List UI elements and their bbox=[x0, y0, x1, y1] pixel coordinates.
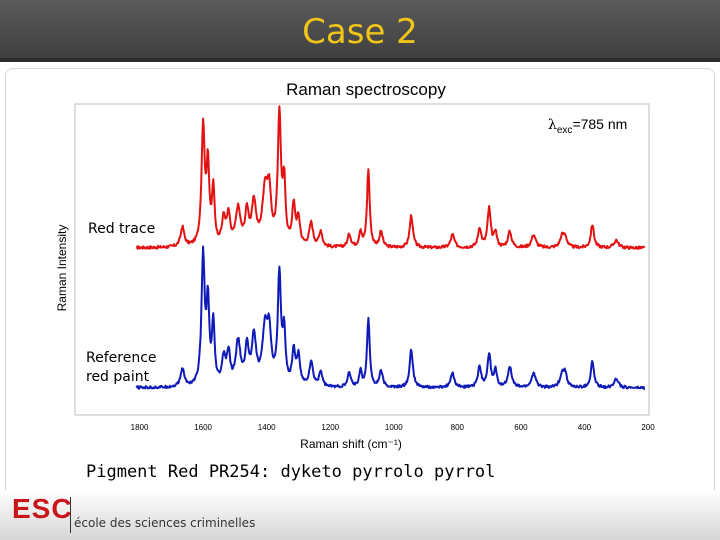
y-axis-label: Raman Intensity bbox=[55, 225, 69, 312]
series-label-reference: Reference red paint bbox=[86, 350, 161, 385]
x-tick-label: 200 bbox=[641, 423, 655, 432]
header-bar bbox=[0, 0, 720, 62]
footer-bar bbox=[0, 490, 720, 540]
chart-title: Raman spectroscopy bbox=[286, 80, 446, 99]
raman-chart: Raman spectroscopy Raman Intensity Raman… bbox=[55, 80, 656, 451]
x-tick-label: 1800 bbox=[131, 423, 149, 432]
header-accent-line bbox=[0, 58, 720, 62]
x-tick-label: 800 bbox=[451, 423, 465, 432]
plot-area-frame bbox=[74, 103, 650, 416]
excitation-value: =785 nm bbox=[572, 116, 627, 132]
x-tick-label: 1600 bbox=[194, 423, 212, 432]
series-label-red-trace: Red trace bbox=[88, 221, 155, 237]
x-tick-label: 1000 bbox=[385, 423, 403, 432]
excitation-lambda: λ bbox=[548, 117, 557, 133]
series-line-reference bbox=[135, 245, 646, 390]
x-tick-label: 1400 bbox=[258, 423, 276, 432]
esc-logo-text: ESC bbox=[12, 493, 73, 524]
series-label-reference-line-2: red paint bbox=[86, 369, 150, 385]
esc-logo: ESC bbox=[12, 493, 73, 525]
series-label-reference-line-1: Reference bbox=[86, 350, 157, 366]
x-tick-labels: 1800 1600 1400 1200 1000 800 600 400 200 bbox=[131, 423, 656, 432]
x-tick-label: 1200 bbox=[321, 423, 339, 432]
x-axis-label: Raman shift (cm⁻¹) bbox=[300, 437, 402, 451]
excitation-annotation: λexc=785 nm bbox=[548, 116, 627, 136]
series-line-red-trace bbox=[136, 105, 646, 250]
excitation-subscript: exc bbox=[557, 125, 573, 136]
slide-title: Case 2 bbox=[302, 12, 418, 52]
x-tick-label: 600 bbox=[514, 423, 528, 432]
x-tick-label: 400 bbox=[578, 423, 592, 432]
logo-subtitle: école des sciences criminelles bbox=[74, 516, 256, 530]
spectra-series bbox=[135, 105, 646, 390]
pigment-caption: Pigment Red PR254: dyketo pyrrolo pyrrol bbox=[86, 462, 496, 482]
logo-divider bbox=[70, 497, 71, 533]
